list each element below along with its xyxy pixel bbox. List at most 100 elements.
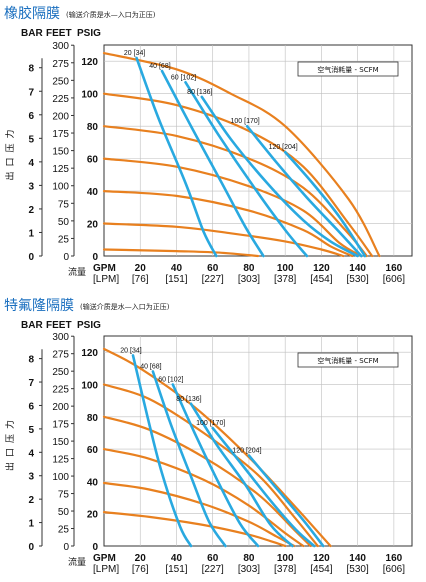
- legend-text: 空气消耗量 - SCFM: [317, 356, 378, 365]
- air-curve-5: [245, 124, 363, 258]
- psig-tick-label: 100: [81, 380, 98, 391]
- feet-tick-label: 75: [58, 490, 70, 501]
- bar-tick-label: 8: [28, 64, 34, 75]
- feet-tick-label: 75: [58, 199, 70, 210]
- lpm-tick-label: [151]: [165, 274, 187, 285]
- lpm-tick-label: [606]: [383, 564, 405, 575]
- bar-tick-label: 2: [28, 495, 34, 506]
- gpm-tick-label: 20: [135, 263, 147, 274]
- feet-tick-label: 100: [52, 472, 69, 483]
- psig-tick-label: 60: [87, 445, 99, 456]
- bar-tick-label: 5: [28, 134, 34, 145]
- feet-tick-label: 25: [58, 525, 70, 536]
- feet-tick-label: 200: [52, 111, 69, 122]
- air-curve-label: 120 [204]: [269, 144, 298, 151]
- pressure-curve-2: [102, 383, 319, 548]
- air-curve-label: 20 [34]: [124, 50, 145, 57]
- chart-title: 橡胶隔膜: [4, 5, 60, 22]
- x-axis-title: 流量: [68, 556, 86, 568]
- psig-tick-label: 40: [87, 187, 99, 198]
- y-axis-title-char: 口: [6, 157, 16, 166]
- bar-tick-label: 8: [28, 355, 34, 366]
- feet-tick-label: 300: [52, 332, 69, 343]
- bar-tick-label: 7: [28, 87, 34, 98]
- feet-tick-label: 50: [58, 217, 70, 228]
- pressure-curve-7: [102, 248, 260, 258]
- psig-tick-label: 80: [87, 413, 99, 424]
- bar-tick-label: 2: [28, 205, 34, 216]
- lpm-tick-label: [76]: [132, 274, 149, 285]
- lpm-tick-label: [378]: [274, 564, 296, 575]
- air-curve-2: [160, 69, 265, 258]
- feet-tick-label: 50: [58, 507, 70, 518]
- feet-tick-label: 150: [52, 437, 69, 448]
- gpm-unit-label: GPM: [93, 553, 116, 564]
- air-curve-label: 20 [34]: [120, 347, 141, 354]
- lpm-tick-label: [530]: [347, 274, 369, 285]
- chart-subtitle: (输送介质是水—入口为正压): [80, 302, 170, 311]
- psig-tick-label: 20: [87, 220, 99, 231]
- y-axis-title-char: 出: [4, 171, 16, 180]
- feet-tick-label: 225: [52, 94, 69, 105]
- pressure-curve-6: [102, 511, 287, 548]
- bar-tick-label: 4: [28, 448, 34, 459]
- lpm-tick-label: [303]: [238, 564, 260, 575]
- gpm-tick-label: 160: [386, 263, 403, 274]
- gpm-tick-label: 140: [349, 263, 366, 274]
- plot-area: [103, 44, 413, 257]
- chart-subtitle: (输送介质是水—入口为正压): [66, 10, 156, 19]
- lpm-tick-label: [227]: [202, 274, 224, 285]
- air-curve-label: 80 [136]: [187, 89, 212, 96]
- lpm-tick-label: [606]: [383, 274, 405, 285]
- air-curve-1: [135, 56, 218, 258]
- gpm-tick-label: 120: [313, 553, 330, 564]
- psig-tick-label: 0: [92, 252, 98, 263]
- chart-panel-2: 特氟隆隔膜 (输送介质是水—入口为正压)BAR FEET PSIG0204060801…: [4, 298, 413, 575]
- feet-tick-label: 175: [52, 420, 69, 431]
- y-axis-title-char: 力: [4, 129, 16, 138]
- air-curve-label: 100 [170]: [231, 118, 260, 125]
- pressure-curve-4: [102, 448, 305, 548]
- lpm-tick-label: [454]: [310, 564, 332, 575]
- bar-unit-label: BAR: [21, 320, 43, 331]
- feet-tick-label: 0: [63, 542, 69, 553]
- air-curve-label: 80 [136]: [176, 396, 201, 403]
- gpm-tick-label: 60: [207, 553, 219, 564]
- psig-tick-label: 40: [87, 477, 99, 488]
- lpm-tick-label: [303]: [238, 274, 260, 285]
- pressure-curve-1: [102, 347, 332, 548]
- bar-tick-label: 6: [28, 111, 34, 122]
- air-curve-label: 120 [204]: [232, 448, 261, 455]
- lpm-tick-label: [227]: [202, 564, 224, 575]
- psig-tick-label: 120: [81, 348, 98, 359]
- air-curve-label: 60 [102]: [171, 74, 196, 81]
- legend-box: [297, 61, 399, 77]
- feet-tick-label: 0: [63, 252, 69, 263]
- gpm-tick-label: 100: [277, 553, 294, 564]
- y-axis-title-char: 出: [4, 462, 16, 471]
- feet-tick-label: 125: [52, 164, 69, 175]
- air-curve-3: [171, 383, 260, 548]
- feet-tick-label: 300: [52, 41, 69, 52]
- feet-unit-label: FEET: [46, 320, 72, 331]
- bar-tick-label: 7: [28, 378, 34, 389]
- bar-tick-label: 6: [28, 401, 34, 412]
- bar-tick-label: 5: [28, 425, 34, 436]
- feet-tick-label: 200: [52, 402, 69, 413]
- psig-unit-label: PSIG: [77, 28, 101, 39]
- pressure-curve-4: [102, 157, 363, 258]
- bar-unit-label: BAR: [21, 28, 43, 39]
- gpm-tick-label: 80: [243, 263, 255, 274]
- air-curve-5: [211, 426, 316, 548]
- gpm-unit-label: GPM: [93, 263, 116, 274]
- pressure-curve-5: [102, 481, 296, 548]
- air-curve-label: 40 [68]: [140, 364, 161, 371]
- lpm-tick-label: [530]: [347, 564, 369, 575]
- pressure-curve-6: [102, 222, 345, 258]
- gpm-tick-label: 160: [386, 553, 403, 564]
- gpm-tick-label: 40: [171, 553, 183, 564]
- feet-tick-label: 25: [58, 234, 70, 245]
- feet-tick-label: 150: [52, 147, 69, 158]
